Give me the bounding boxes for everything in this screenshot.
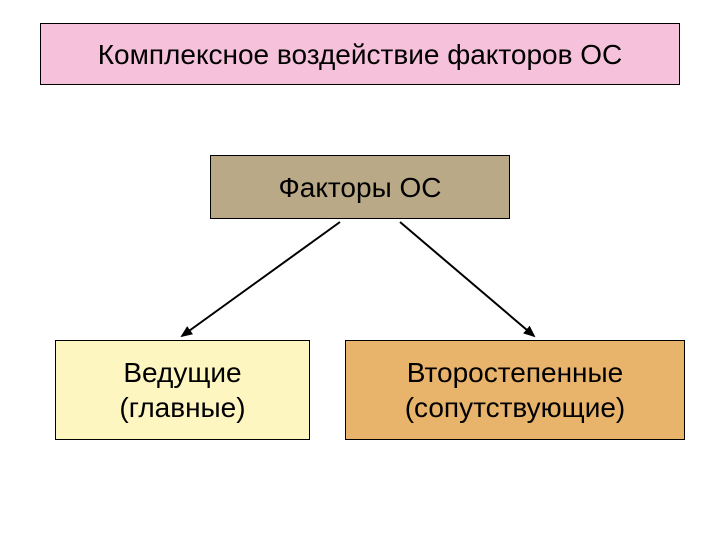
arrow-to-leading [182,222,340,336]
title-text: Комплексное воздействие факторов ОС [98,37,623,72]
leading-line1: Ведущие [123,357,241,388]
secondary-line1: Второстепенные [407,357,623,388]
secondary-line2: (сопутствующие) [405,392,626,423]
secondary-factors-box: Второстепенные (сопутствующие) [345,340,685,440]
root-factors-text: Факторы ОС [279,170,442,205]
leading-line2: (главные) [119,392,245,423]
title-box: Комплексное воздействие факторов ОС [40,23,680,85]
arrow-to-secondary [400,222,534,336]
leading-factors-text: Ведущие (главные) [119,355,245,425]
secondary-factors-text: Второстепенные (сопутствующие) [405,355,626,425]
leading-factors-box: Ведущие (главные) [55,340,310,440]
root-factors-box: Факторы ОС [210,155,510,219]
